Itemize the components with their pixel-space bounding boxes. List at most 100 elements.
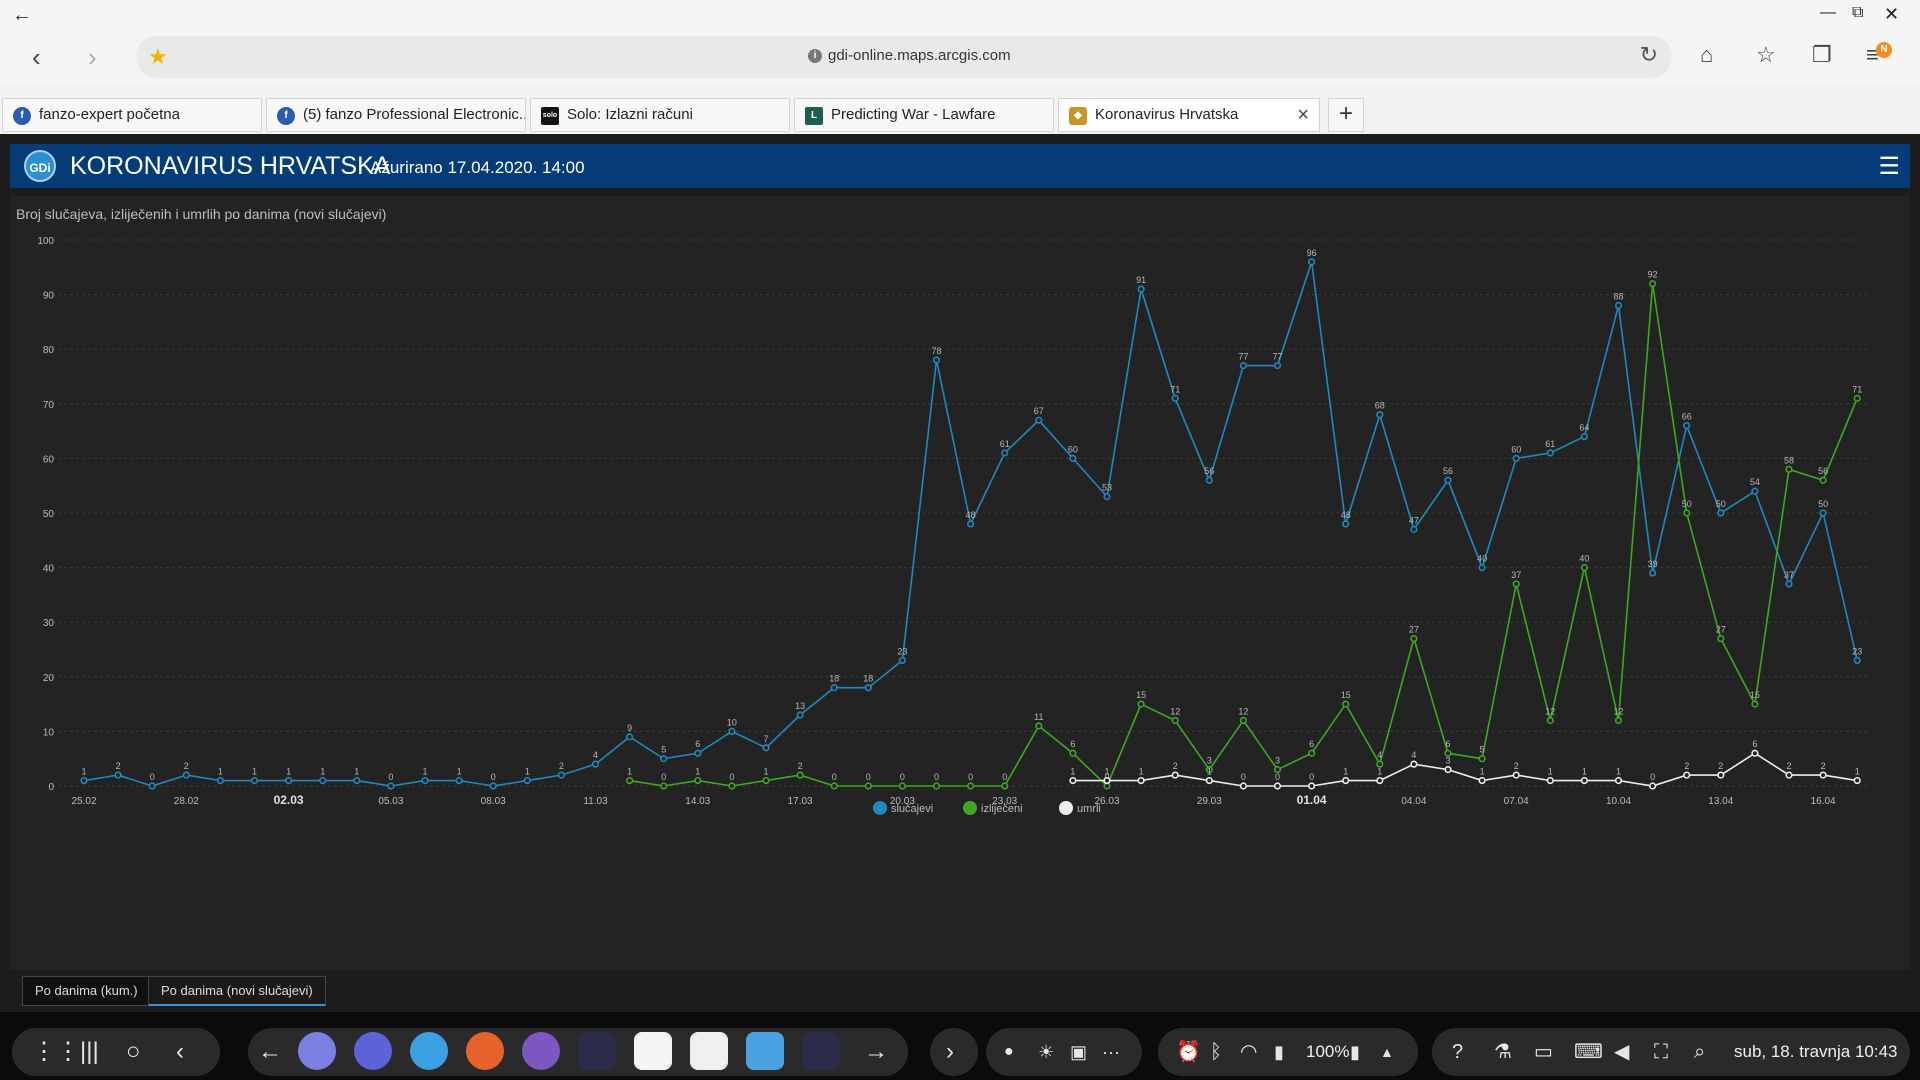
forward-icon[interactable]: ›	[88, 42, 97, 72]
apps-grid-icon[interactable]: ⋮⋮	[32, 1038, 80, 1065]
reload-icon[interactable]: ↻	[1639, 42, 1658, 67]
viber-icon[interactable]	[522, 1032, 560, 1070]
data-label: 23	[897, 646, 907, 656]
url-text[interactable]: gdi-online.maps.arcgis.com	[828, 47, 1011, 64]
data-label: 71	[1852, 384, 1862, 394]
recents-icon[interactable]: |||	[80, 1038, 99, 1065]
chevron-right-icon[interactable]: ›	[946, 1038, 954, 1065]
y-tick-label: 30	[43, 618, 55, 629]
data-point	[319, 776, 327, 785]
back-arrow-icon[interactable]: ←	[12, 4, 32, 26]
x-tick-label: 07.04	[1504, 796, 1529, 807]
tab-koronavirus[interactable]: ◆ Koronavirus Hrvatska ×	[1058, 98, 1320, 132]
data-point	[1717, 509, 1725, 517]
tab-cumulative[interactable]: Po danima (kum.)	[22, 976, 151, 1006]
expand-pill	[930, 1028, 978, 1076]
data-point	[796, 711, 804, 719]
play-store-icon[interactable]	[634, 1032, 672, 1070]
y-tick-label: 90	[43, 291, 55, 302]
gallery-notification-icon[interactable]: ▣	[1070, 1042, 1088, 1062]
arrow-left-icon[interactable]: ←	[258, 1038, 282, 1065]
notification-dot-icon[interactable]: ●	[1004, 1043, 1014, 1060]
weather-notification-icon[interactable]: ☀	[1038, 1042, 1055, 1062]
close-window-icon[interactable]: ✕	[1884, 4, 1900, 24]
bookmarks-icon[interactable]: ☆	[1756, 42, 1776, 67]
menu-icon[interactable]: ≡	[1866, 42, 1879, 67]
tab-fanzo-expert[interactable]: f fanzo-expert početna	[2, 98, 262, 132]
new-tab-button[interactable]: +	[1328, 98, 1364, 132]
data-point	[796, 771, 804, 779]
firefox-icon[interactable]	[466, 1032, 504, 1070]
nav-pill	[12, 1028, 220, 1076]
chart-panel: Broj slučajeva, izliječenih i umrlih po …	[10, 196, 1910, 970]
volume-icon[interactable]: ◀	[1614, 1041, 1630, 1063]
data-label: 13	[795, 701, 805, 711]
minimize-icon[interactable]: —	[1820, 4, 1836, 21]
legend-swatch	[873, 801, 887, 815]
site-info-icon[interactable]: i	[808, 49, 822, 63]
data-label: 47	[1409, 515, 1419, 525]
address-bar[interactable]: ★ i gdi-online.maps.arcgis.com ↻	[136, 36, 1672, 78]
data-point	[1512, 771, 1520, 779]
screen-icon[interactable]: ▭	[1534, 1041, 1553, 1063]
close-tab-icon[interactable]: ×	[1297, 104, 1309, 126]
data-point	[489, 782, 497, 790]
tab-new-cases[interactable]: Po danima (novi slučajevi)	[148, 976, 326, 1006]
tab-lawfare[interactable]: L Predicting War - Lawfare	[794, 98, 1054, 132]
back-icon[interactable]: ‹	[32, 42, 41, 72]
data-point	[694, 776, 702, 785]
data-point	[353, 776, 361, 785]
data-label: 1	[457, 767, 462, 777]
flask-icon[interactable]: ⚗	[1494, 1041, 1512, 1063]
bookmark-star-icon[interactable]: ★	[148, 44, 168, 69]
keyboard-icon[interactable]: ⌨	[1574, 1041, 1603, 1063]
data-label: 1	[81, 767, 86, 777]
chevron-up-icon[interactable]: ▲	[1380, 1044, 1394, 1060]
dashboard-title: KORONAVIRUS HRVATSKA	[70, 152, 391, 180]
help-icon[interactable]: ?	[1452, 1041, 1464, 1063]
more-notifications-icon[interactable]: ···	[1102, 1042, 1120, 1062]
data-label: 18	[863, 674, 873, 684]
x-tick-label: 08.03	[481, 796, 506, 807]
data-point	[1069, 749, 1077, 757]
tabs-icon[interactable]: ❐	[1812, 42, 1832, 67]
cloud-app-icon[interactable]	[746, 1032, 784, 1070]
home-icon[interactable]: ⌂	[1700, 42, 1714, 67]
x-tick-label: 11.03	[583, 796, 608, 807]
voice-app-icon[interactable]	[690, 1032, 728, 1070]
data-label: 1	[1104, 767, 1109, 777]
y-tick-label: 10	[43, 727, 55, 738]
bluetooth-icon[interactable]: ᛒ	[1210, 1041, 1222, 1063]
data-point	[1444, 476, 1452, 484]
wifi-icon[interactable]: ◠	[1240, 1041, 1258, 1063]
tab-fanzo-professional[interactable]: f (5) fanzo Professional Electronic...	[266, 98, 526, 132]
data-point	[864, 782, 872, 790]
screenshot-icon[interactable]: ⛶	[1654, 1041, 1668, 1063]
data-label: 50	[1818, 499, 1828, 509]
legend-label: izliječeni	[981, 803, 1023, 815]
data-point	[421, 776, 429, 785]
hamburger-menu-icon[interactable]: ☰	[1878, 153, 1900, 180]
tab-solo[interactable]: solo Solo: Izlazni računi	[530, 98, 790, 132]
window-titlebar: ← — ⧉ ✕	[0, 0, 1920, 30]
home-circle-icon[interactable]: ○	[126, 1038, 141, 1065]
nav-back-icon[interactable]: ‹	[176, 1038, 184, 1065]
data-point	[1785, 465, 1793, 473]
restore-icon[interactable]: ⧉	[1852, 4, 1864, 21]
x-tick-label: 14.03	[685, 796, 710, 807]
clock-app-icon[interactable]	[354, 1032, 392, 1070]
weather-app-icon[interactable]	[410, 1032, 448, 1070]
data-label: 2	[184, 761, 189, 771]
data-label: 2	[1173, 761, 1178, 771]
data-point	[1648, 782, 1657, 790]
data-point	[1512, 580, 1520, 588]
app-icon-1[interactable]	[298, 1032, 336, 1070]
data-point	[1239, 716, 1247, 725]
search-icon[interactable]: ⌕	[1694, 1041, 1706, 1063]
x-tick-label: 23.03	[992, 796, 1017, 807]
lawfare-favicon-icon: L	[805, 107, 823, 125]
media-app-icon[interactable]	[578, 1032, 616, 1070]
media-app-2-icon[interactable]	[802, 1032, 840, 1070]
arrow-right-icon[interactable]: →	[864, 1038, 888, 1065]
data-point	[1410, 634, 1418, 643]
